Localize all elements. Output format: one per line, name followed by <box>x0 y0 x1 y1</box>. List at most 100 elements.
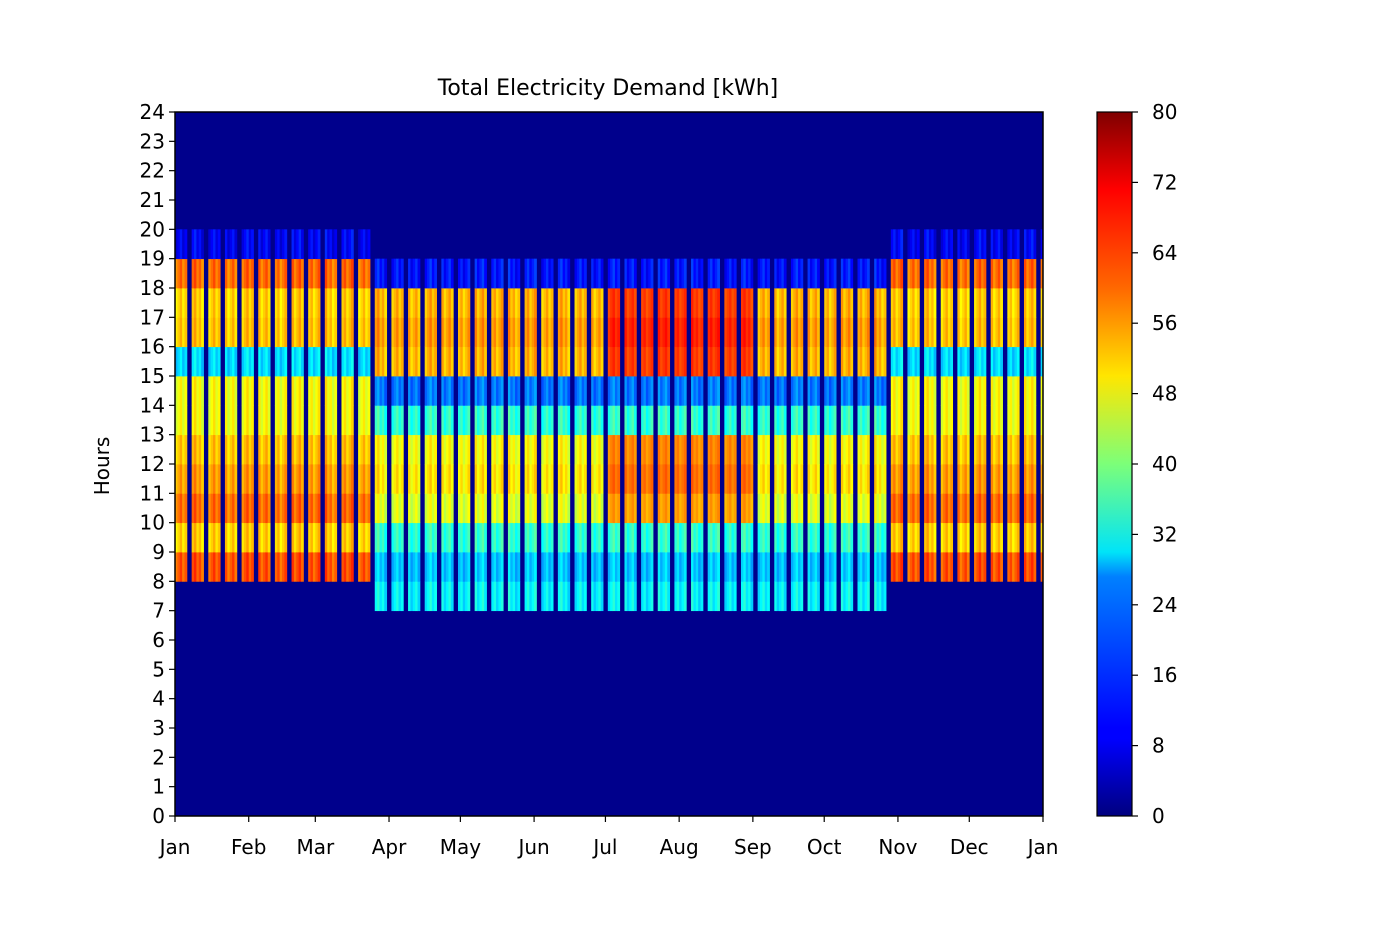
heatmap-cell <box>681 346 685 377</box>
heatmap-cell <box>267 464 271 494</box>
heatmap-cell <box>360 229 364 260</box>
heatmap-cell <box>624 493 628 524</box>
heatmap-cell <box>631 346 635 377</box>
y-tick-label: 19 <box>140 247 165 271</box>
heatmap-cell <box>234 434 238 465</box>
heatmap-cell <box>324 552 328 582</box>
heatmap-cell <box>828 317 832 348</box>
heatmap-cell <box>664 317 668 348</box>
heatmap-cell <box>833 434 837 465</box>
heatmap-cell <box>396 258 399 289</box>
heatmap-cell <box>562 464 566 494</box>
heatmap-cell <box>900 522 904 553</box>
heatmap-cell <box>467 317 471 348</box>
heatmap-cell <box>916 288 920 318</box>
heatmap-cell <box>524 464 528 494</box>
x-tick-label: Nov <box>878 835 917 859</box>
heatmap-cell <box>282 464 285 494</box>
heatmap-cell <box>864 346 868 377</box>
heatmap-cell <box>343 552 347 582</box>
heatmap-cell <box>862 405 866 436</box>
colorbar-tick-label: 56 <box>1152 311 1177 335</box>
heatmap-cell <box>557 581 561 612</box>
heatmap-cell <box>645 258 649 289</box>
heatmap-cell <box>584 317 587 348</box>
heatmap-cell <box>274 346 278 377</box>
heatmap-cell <box>700 405 704 436</box>
heatmap-cell <box>1009 522 1013 553</box>
heatmap-cell <box>760 258 763 289</box>
heatmap-cell <box>743 288 747 318</box>
heatmap-cell <box>296 464 300 494</box>
heatmap-cell <box>964 376 968 406</box>
heatmap-cell <box>381 581 385 612</box>
heatmap-cell <box>515 317 518 348</box>
heatmap-cell <box>600 493 604 524</box>
heatmap-cell <box>560 405 564 436</box>
heatmap-cell <box>600 552 604 582</box>
heatmap-cell <box>584 405 587 436</box>
heatmap-cell <box>350 258 354 289</box>
heatmap-cell <box>595 376 599 406</box>
heatmap-cell <box>629 288 632 318</box>
heatmap-cell <box>928 288 932 318</box>
heatmap-cell <box>890 464 894 494</box>
heatmap-cell <box>277 493 281 524</box>
heatmap-cell <box>462 522 466 553</box>
heatmap-cell <box>210 493 214 524</box>
heatmap-cell <box>545 288 549 318</box>
heatmap-cell <box>612 522 616 553</box>
heatmap-cell <box>298 405 302 436</box>
heatmap-cell <box>498 522 502 553</box>
heatmap-cell <box>293 405 297 436</box>
heatmap-cell <box>474 376 478 406</box>
heatmap-cell <box>890 317 894 348</box>
heatmap-cell <box>617 464 621 494</box>
heatmap-cell <box>251 493 254 524</box>
heatmap-cell <box>790 522 794 553</box>
heatmap-cell <box>1033 434 1037 465</box>
heatmap-cell <box>909 405 913 436</box>
heatmap-cell <box>798 464 801 494</box>
heatmap-cell <box>814 288 818 318</box>
heatmap-cell <box>591 464 594 494</box>
heatmap-cell <box>710 317 713 348</box>
heatmap-cell <box>843 552 847 582</box>
heatmap-cell <box>317 317 321 348</box>
heatmap-cell <box>707 552 711 582</box>
heatmap-cell <box>465 317 468 348</box>
heatmap-cell <box>707 434 711 465</box>
heatmap-cell <box>691 493 694 524</box>
heatmap-cell <box>484 376 487 406</box>
heatmap-cell <box>227 405 231 436</box>
heatmap-cell <box>550 434 554 465</box>
heatmap-cell <box>912 346 915 377</box>
heatmap-cell <box>431 376 435 406</box>
heatmap-cell <box>543 552 547 582</box>
heatmap-cell <box>358 229 361 260</box>
heatmap-cell <box>179 434 183 465</box>
heatmap-cell <box>667 434 671 465</box>
heatmap-cell <box>331 346 335 377</box>
heatmap-cell <box>995 522 999 553</box>
heatmap-cell <box>864 317 868 348</box>
heatmap-cell <box>748 405 751 436</box>
heatmap-cell <box>933 552 937 582</box>
heatmap-cell <box>843 434 847 465</box>
heatmap-cell <box>626 581 630 612</box>
heatmap-cell <box>350 434 354 465</box>
heatmap-cell <box>201 229 204 260</box>
heatmap-cell <box>978 464 982 494</box>
heatmap-cell <box>966 346 970 377</box>
heatmap-cell <box>943 346 946 377</box>
heatmap-cell <box>859 405 863 436</box>
heatmap-cell <box>667 376 671 406</box>
heatmap-cell <box>529 522 533 553</box>
heatmap-cell <box>274 405 278 436</box>
heatmap-cell <box>498 405 502 436</box>
heatmap-cell <box>398 346 402 377</box>
heatmap-cell <box>1040 464 1044 494</box>
heatmap-cell <box>529 493 533 524</box>
heatmap-cell <box>757 552 761 582</box>
heatmap-cell <box>600 258 604 289</box>
